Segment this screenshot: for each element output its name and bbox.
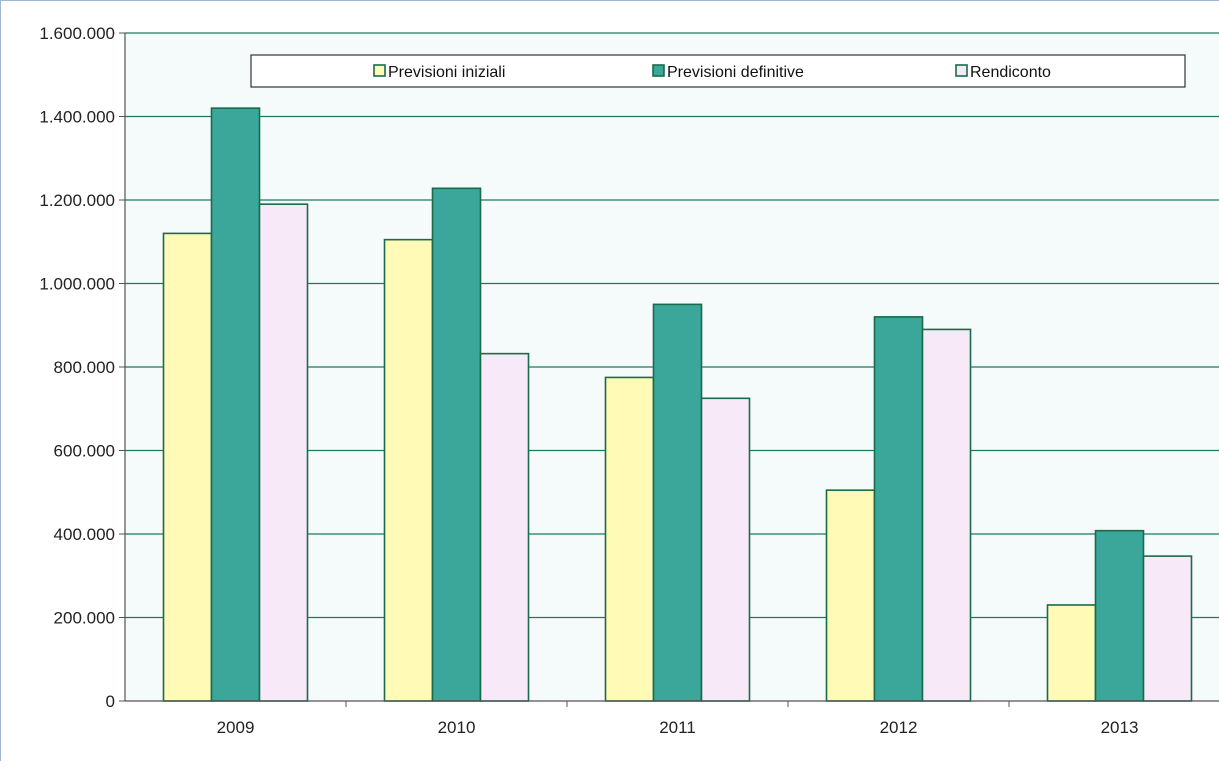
legend-box: [250, 54, 1186, 88]
x-tick-label: 2011: [659, 718, 696, 737]
bars: [162, 107, 1193, 702]
bar-2012-series-1: [873, 316, 924, 702]
y-tick-label: 1.200.000: [39, 191, 115, 210]
y-tick-label: 200.000: [54, 609, 115, 628]
bar-2009-series-1: [210, 107, 261, 702]
bar-2009-series-0: [162, 232, 213, 702]
bar-2012-series-2: [921, 328, 972, 702]
y-tick-label: 0: [106, 692, 115, 711]
x-tick-label: 2010: [438, 718, 476, 737]
y-tick-label: 1.600.000: [39, 24, 115, 43]
x-tick-label: 2013: [1101, 718, 1139, 737]
y-tick-label: 1.000.000: [39, 275, 115, 294]
x-tick-label: 2009: [217, 718, 255, 737]
legend: Previsioni iniziali Previsioni definitive…: [250, 54, 1186, 88]
legend-swatch: [373, 64, 386, 77]
legend-swatch: [955, 64, 968, 77]
y-tick-label: 400.000: [54, 525, 115, 544]
bar-2013-series-2: [1142, 555, 1193, 702]
bar-2009-series-2: [258, 203, 309, 702]
legend-swatch: [652, 64, 665, 77]
y-tick-label: 600.000: [54, 442, 115, 461]
bar-2012-series-0: [825, 489, 876, 702]
axes: [124, 33, 1219, 707]
bar-2013-series-0: [1046, 604, 1097, 702]
y-tick-labels: 0 200.000 400.000 600.000 800.000 1.000.000 1.…: [39, 24, 115, 711]
bar-2011-series-1: [652, 303, 703, 702]
bar-2010-series-2: [479, 352, 530, 702]
bar-2011-series-0: [604, 376, 655, 702]
x-tick-label: 2012: [880, 718, 918, 737]
legend-label: Previsioni definitive: [667, 64, 804, 81]
x-tick-labels: 2009 2010 2011 2012 2013: [217, 718, 1139, 737]
y-tick-label: 1.400.000: [39, 108, 115, 127]
bar-2013-series-1: [1094, 529, 1145, 702]
bar-2010-series-1: [431, 187, 482, 702]
bar-2010-series-0: [383, 238, 434, 702]
bar-2011-series-2: [700, 397, 751, 702]
legend-label: Previsioni iniziali: [388, 64, 505, 81]
legend-label: Rendiconto: [970, 64, 1051, 81]
y-tick-label: 800.000: [54, 358, 115, 377]
